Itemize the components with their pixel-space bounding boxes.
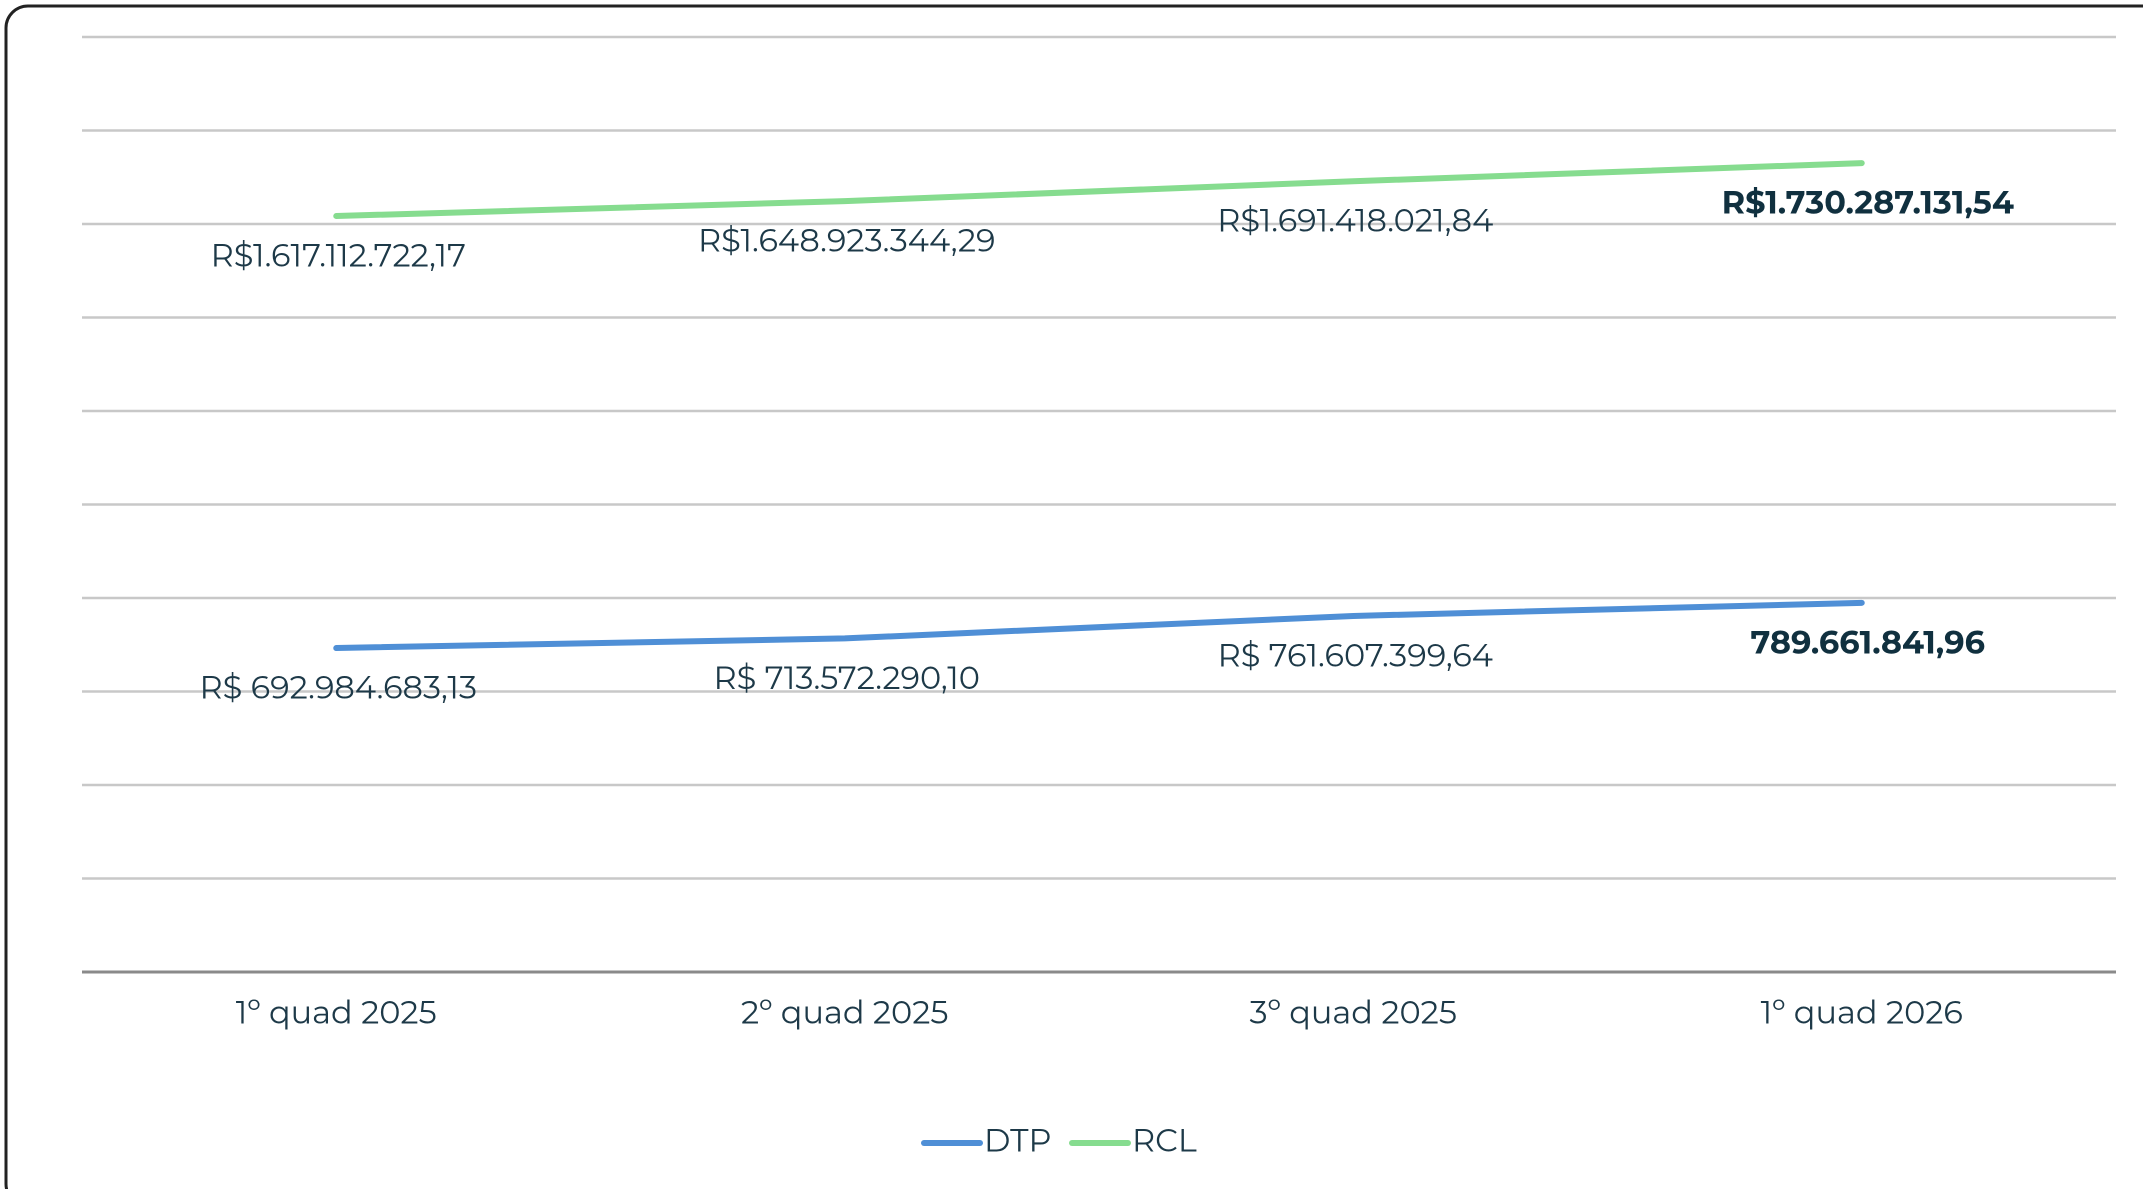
data-label: 789.661.841,96 bbox=[1751, 623, 1985, 662]
data-label: R$ 692.984.683,13 bbox=[199, 668, 477, 707]
data-label: R$1.648.923.344,29 bbox=[698, 222, 996, 261]
x-tick-label: 3º quad 2025 bbox=[1250, 993, 1457, 1032]
x-tick-label: 1º quad 2026 bbox=[1761, 993, 1963, 1032]
data-label: R$1.617.112.722,17 bbox=[211, 236, 466, 275]
data-label: R$1.730.287.131,54 bbox=[1722, 184, 2014, 223]
data-label: R$ 761.607.399,64 bbox=[1218, 636, 1493, 675]
data-label: R$ 713.572.290,10 bbox=[714, 659, 981, 698]
x-tick-label: 2º quad 2025 bbox=[741, 993, 949, 1032]
legend-label: DTP bbox=[984, 1121, 1051, 1160]
series-line bbox=[333, 160, 1865, 219]
data-label: R$1.691.418.021,84 bbox=[1217, 202, 1493, 241]
legend-label: RCL bbox=[1132, 1121, 1197, 1160]
x-tick-label: 1º quad 2025 bbox=[236, 993, 437, 1032]
series-line bbox=[333, 599, 1865, 652]
